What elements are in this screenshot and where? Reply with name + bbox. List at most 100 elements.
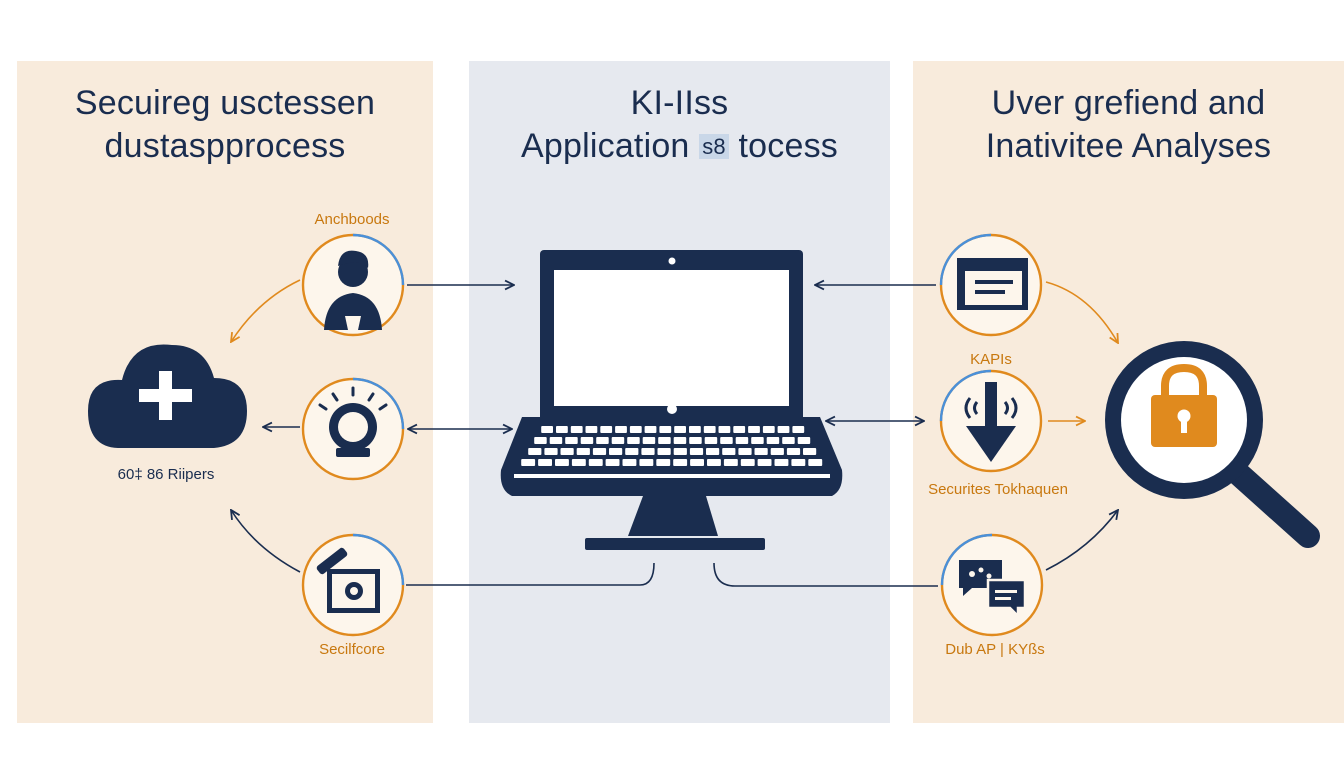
keyboard-key [657,448,671,455]
keyboard-key [786,448,801,455]
keyboard-key [644,426,657,433]
arrow-person-cloud [231,279,301,342]
keyboard-key [656,459,671,466]
right-title-line-2: Inativitee Analyses [985,127,1272,165]
cloud-plus-icon [88,344,247,448]
keyboard-key [733,426,746,433]
keyboard-key [534,437,547,444]
keyboard-key [762,426,775,433]
keyboard-key [748,426,760,433]
keyboard-key [791,459,806,466]
keyboard-key [674,426,686,433]
keyboard-key [592,448,607,455]
keyboard-key [718,426,731,433]
keyboard-key [689,426,701,433]
keyboard-key [600,426,613,433]
keyboard-key [723,459,738,466]
label-person: Anchboods [314,211,390,228]
label-kapis: KAPIs [970,351,1012,368]
keyboard-key [738,448,752,455]
arrow-chat-magnifier [1045,510,1118,571]
keyboard-key [689,448,704,455]
center-title-line-2-b: tocess [738,127,838,165]
keyboard-key [576,448,590,455]
keyboard [521,426,823,466]
keyboard-key [766,437,780,444]
keyboard-key [690,459,704,466]
secure-toolbox-icon [301,533,405,637]
keyboard-key [706,448,720,455]
keyboard-key [585,426,598,433]
keyboard-key [642,437,656,444]
label-toolbox: Secilfcore [319,641,385,658]
person-icon [301,233,405,337]
lightbulb-icon [301,377,405,481]
left-panel-title: Secuireg usctessen dustaspprocess [17,82,433,168]
laptop-icon [500,250,843,550]
keyboard-key [625,448,639,455]
keyboard-key [722,448,736,455]
keyboard-key [549,437,563,444]
keyboard-key [689,437,702,444]
keyboard-key [707,459,721,466]
keyboard-key [808,459,823,466]
right-panel-title: Uver grefiend and Inativitee Analyses [913,82,1344,168]
keyboard-key [704,437,718,444]
magnifier-lock-icon [1105,341,1320,548]
keyboard-key [751,437,764,444]
center-title-line-2: Application s8 tocess [469,125,890,168]
keyboard-key [541,426,553,433]
label-securites: Securites Tokhaquen [928,481,1068,498]
keyboard-key [605,459,620,466]
keyboard-key [611,437,625,444]
keyboard-key [659,426,672,433]
center-panel-title: KI-IIss Application s8 tocess [469,82,890,168]
left-title-line-2: dustaspprocess [104,127,346,165]
keyboard-key [556,426,568,433]
keyboard-key [792,426,805,433]
keyboard-key [757,459,772,466]
keyboard-key [658,437,671,444]
keyboard-key [627,437,640,444]
keyboard-key [580,437,594,444]
keyboard-key [609,448,623,455]
keyboard-key [740,459,755,466]
keyboard-key [615,426,627,433]
keyboard-key [570,426,583,433]
keyboard-key [803,448,817,455]
keyboard-key [629,426,642,433]
arrow-document-magnifier [1045,281,1118,343]
keyboard-key [560,448,574,455]
keyboard-key [754,448,768,455]
keyboard-key [571,459,586,466]
keyboard-key [588,459,603,466]
line-laptop-chat [713,562,938,587]
keyboard-key [703,426,716,433]
keyboard-key [797,437,811,444]
keyboard-key [735,437,749,444]
download-arrow-icon [939,369,1043,473]
keyboard-key [720,437,733,444]
keyboard-key [622,459,637,466]
center-title-tag: s8 [699,134,729,159]
label-dub-ap: Dub AP | KYßs [945,641,1045,658]
keyboard-key [673,448,687,455]
connectors [231,279,1118,587]
left-title-line-1: Secuireg usctessen [74,84,376,122]
arrow-toolbox-cloud [231,510,301,573]
keyboard-key [782,437,795,444]
keyboard-key [544,448,558,455]
keyboard-key [641,448,655,455]
keyboard-key [565,437,578,444]
keyboard-key [639,459,654,466]
keyboard-key [673,459,688,466]
center-title-line-1: KI-IIss [630,84,729,122]
keyboard-key [770,448,784,455]
chat-bubbles-icon [940,533,1044,637]
keyboard-key [777,426,790,433]
keyboard-key [555,459,569,466]
keyboard-key [528,448,542,455]
document-window-icon [939,233,1043,337]
right-title-line-1: Uver grefiend and [991,84,1266,122]
